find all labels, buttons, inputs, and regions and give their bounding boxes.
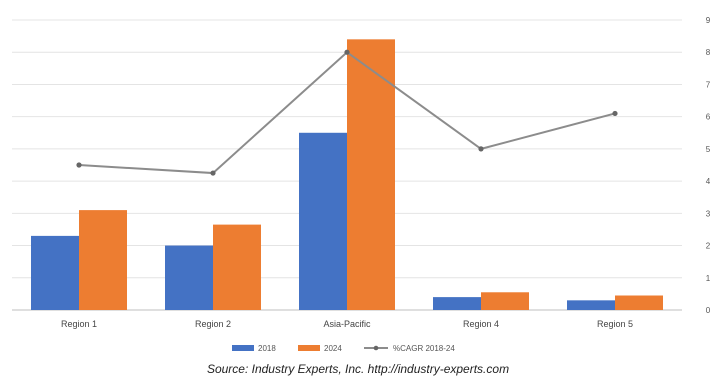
right-tick-label: 5 [706,145,711,154]
right-tick-label: 0 [706,306,711,315]
category-label: Region 2 [195,319,231,329]
source-caption: Source: Industry Experts, Inc. http://in… [206,362,510,376]
right-tick-label: 4 [706,177,711,186]
cagr-point-region-2 [210,170,216,176]
legend-label: 2018 [258,344,276,353]
legend-swatch [232,345,254,351]
bar-2018-asia-pacific [299,132,347,310]
right-tick-label: 7 [706,80,711,89]
bar-2018-region-4 [433,297,481,310]
x-axis: Region 1 Region 2 Asia-Pacific Region 4 Regi… [61,319,633,329]
bar-2018-region-1 [31,235,79,310]
right-tick-label: 2 [706,242,711,251]
cagr-point-region-5 [612,110,618,117]
legend-label: 2024 [324,344,342,353]
right-tick-label: 1 [706,274,711,283]
right-axis: 0 1 2 3 4 5 6 7 8 9 [706,16,711,315]
right-tick-label: 6 [706,113,711,122]
cagr-point-asia-pacific [344,49,350,55]
right-tick-label: 9 [706,16,711,25]
legend-label: %CAGR 2018-24 [393,344,455,353]
category-label: Region 5 [597,319,633,329]
category-label: Asia-Pacific [323,319,371,329]
bar-2018-region-2 [165,245,213,310]
legend-swatch [298,345,320,351]
category-label: Region 4 [463,319,499,329]
cagr-point-region-4 [478,146,484,152]
category-label: Region 1 [61,319,97,329]
bar-2024-region-5 [615,295,663,310]
cagr-line-series [76,49,618,176]
legend: 2018 2024 %CAGR 2018-24 [232,344,455,353]
cagr-point-region-1 [76,162,82,168]
bars [31,39,663,310]
bar-2024-region-2 [213,224,261,310]
bar-2018-region-5 [567,300,615,310]
right-tick-label: 3 [706,209,711,218]
legend-line-marker [373,345,379,351]
bar-2024-asia-pacific [347,39,395,310]
bar-2024-region-1 [79,210,127,310]
bar-2024-region-4 [481,292,529,310]
right-tick-label: 8 [706,48,711,57]
